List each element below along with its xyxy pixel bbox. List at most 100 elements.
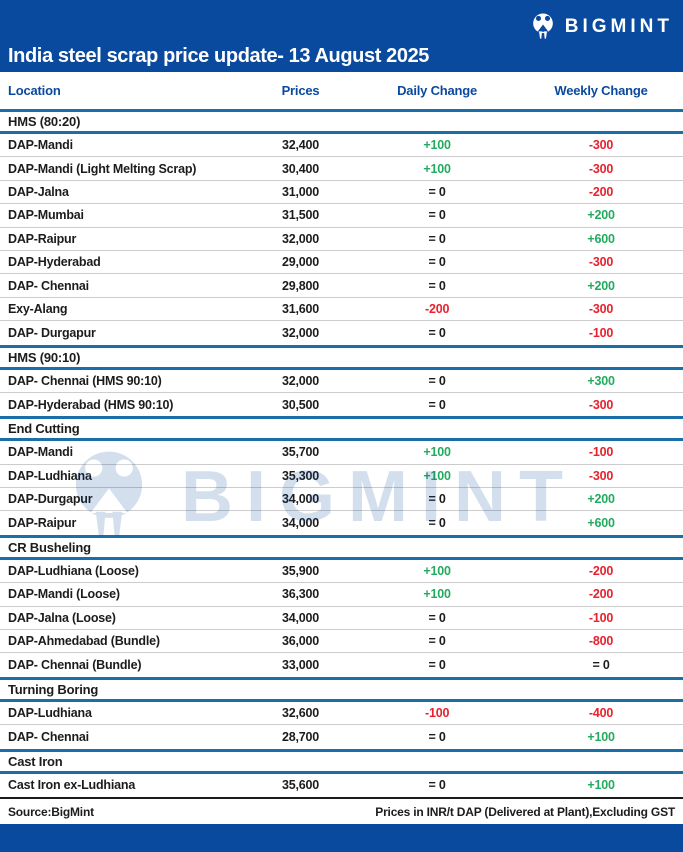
- column-header-location: Location: [8, 83, 61, 98]
- row-location: DAP-Durgapur: [8, 492, 93, 507]
- row-price: 32,000: [281, 231, 320, 246]
- table-row: DAP- Chennai 28,700 = 0 +100: [0, 725, 683, 748]
- table-column-header: Location Prices Daily Change Weekly Chan…: [0, 72, 683, 109]
- column-header-prices: Prices: [281, 83, 320, 98]
- row-location: DAP- Chennai: [8, 278, 89, 293]
- column-header-daily-change: Daily Change: [397, 83, 478, 98]
- row-daily-change: = 0: [428, 255, 446, 270]
- row-daily-change: = 0: [428, 373, 446, 388]
- row-price: 31,500: [281, 208, 320, 223]
- table-row: DAP-Hyderabad (HMS 90:10) 30,500 = 0 -300: [0, 393, 683, 416]
- row-price: 29,000: [281, 255, 320, 270]
- row-daily-change: +100: [423, 564, 451, 579]
- table-row: DAP- Chennai (Bundle) 33,000 = 0 = 0: [0, 653, 683, 676]
- table-row: Exy-Alang 31,600 -200 -300: [0, 298, 683, 322]
- section-header-end-cutting: End Cutting: [0, 416, 683, 442]
- row-location: DAP-Jalna (Loose): [8, 610, 116, 625]
- row-location: DAP-Ludhiana: [8, 468, 92, 483]
- row-price: 35,700: [281, 445, 320, 460]
- table-row: DAP-Ahmedabad (Bundle) 36,000 = 0 -800: [0, 630, 683, 654]
- row-price: 32,400: [281, 138, 320, 153]
- row-weekly-change: -300: [588, 255, 614, 270]
- row-daily-change: +100: [423, 138, 451, 153]
- row-daily-change: = 0: [428, 778, 446, 793]
- table-row: DAP-Raipur 34,000 = 0 +600: [0, 511, 683, 534]
- section-rows: DAP-Ludhiana 32,600 -100 -400 DAP- Chennai 28…: [0, 702, 683, 749]
- price-table: HMS (80:20) DAP-Mandi 32,400 +100 -300 DAP-Ma…: [0, 109, 683, 797]
- row-price: 34,000: [281, 610, 320, 625]
- row-price: 31,000: [281, 184, 320, 199]
- section-header-hms-90-10: HMS (90:10): [0, 344, 683, 370]
- table-row: DAP-Mandi 35,700 +100 -100: [0, 441, 683, 465]
- row-weekly-change: -300: [588, 301, 614, 316]
- row-daily-change: -200: [424, 301, 450, 316]
- row-weekly-change: -100: [588, 445, 614, 460]
- row-weekly-change: -400: [588, 706, 614, 720]
- row-location: DAP-Mumbai: [8, 208, 84, 223]
- section-rows: DAP-Ludhiana (Loose) 35,900 +100 -200 DAP-Ma…: [0, 560, 683, 677]
- row-price: 35,900: [281, 564, 320, 579]
- row-location: Exy-Alang: [8, 301, 68, 316]
- row-weekly-change: -100: [588, 325, 614, 340]
- section-header-hms-80-20: HMS (80:20): [0, 109, 683, 134]
- table-row: DAP-Mandi (Loose) 36,300 +100 -200: [0, 583, 683, 607]
- section-header-cr-busheling: CR Busheling: [0, 534, 683, 560]
- row-price: 32,000: [281, 373, 320, 388]
- row-price: 31,600: [281, 301, 320, 316]
- row-daily-change: = 0: [428, 325, 446, 340]
- row-daily-change: +100: [423, 161, 451, 176]
- row-price: 30,400: [281, 161, 320, 176]
- table-row: DAP-Ludhiana 35,300 +100 -300: [0, 465, 683, 489]
- row-location: DAP- Chennai (HMS 90:10): [8, 373, 162, 388]
- row-weekly-change: +200: [587, 492, 615, 507]
- row-location: Cast Iron ex-Ludhiana: [8, 778, 136, 793]
- row-location: DAP-Mandi (Loose): [8, 587, 120, 602]
- row-location: DAP-Raipur: [8, 231, 77, 246]
- row-weekly-change: -200: [588, 564, 614, 579]
- table-row: DAP-Raipur 32,000 = 0 +600: [0, 228, 683, 251]
- row-weekly-change: +200: [587, 278, 615, 293]
- row-price: 30,500: [281, 397, 320, 412]
- row-price: 34,000: [281, 492, 320, 507]
- row-price: 34,000: [281, 516, 320, 531]
- source-label: Source:BigMint: [8, 804, 94, 819]
- row-location: DAP-Mandi: [8, 138, 73, 153]
- row-daily-change: +100: [423, 587, 451, 602]
- brand-name: BIGMINT: [564, 16, 673, 37]
- row-weekly-change: -800: [588, 634, 614, 649]
- row-price: 35,300: [281, 468, 320, 483]
- row-daily-change: = 0: [428, 658, 446, 673]
- row-weekly-change: +200: [587, 208, 615, 223]
- row-daily-change: = 0: [428, 729, 446, 744]
- row-price: 32,600: [281, 706, 320, 720]
- header-band: BIGMINT India steel scrap price update- …: [0, 0, 683, 72]
- row-price: 36,300: [281, 587, 320, 602]
- row-weekly-change: +600: [587, 516, 615, 531]
- table-row: DAP- Chennai (HMS 90:10) 32,000 = 0 +300: [0, 370, 683, 393]
- section-header-turning-boring: Turning Boring: [0, 676, 683, 702]
- row-daily-change: +100: [423, 445, 451, 460]
- row-location: DAP-Jalna: [8, 184, 69, 199]
- row-daily-change: = 0: [428, 278, 446, 293]
- footer: Source:BigMint Prices in INR/t DAP (Deli…: [0, 797, 683, 824]
- row-location: DAP- Chennai: [8, 729, 89, 744]
- section-header-cast-iron: Cast Iron: [0, 748, 683, 774]
- row-location: DAP-Mandi (Light Melting Scrap): [8, 161, 197, 176]
- row-weekly-change: -300: [588, 397, 614, 412]
- page-title: India steel scrap price update- 13 Augus…: [8, 45, 430, 67]
- row-location: DAP-Hyderabad (HMS 90:10): [8, 397, 174, 412]
- row-daily-change: = 0: [428, 231, 446, 246]
- row-daily-change: = 0: [428, 634, 446, 649]
- row-weekly-change: -300: [588, 161, 614, 176]
- brand-logo: BIGMINT: [527, 11, 673, 43]
- row-weekly-change: +600: [587, 231, 615, 246]
- row-location: DAP-Hyderabad: [8, 255, 101, 270]
- row-weekly-change: +300: [587, 373, 615, 388]
- row-daily-change: -100: [424, 706, 450, 720]
- row-location: DAP-Ahmedabad (Bundle): [8, 634, 160, 649]
- table-row: DAP-Jalna 31,000 = 0 -200: [0, 181, 683, 205]
- row-daily-change: = 0: [428, 184, 446, 199]
- row-weekly-change: -200: [588, 184, 614, 199]
- row-price: 36,000: [281, 634, 320, 649]
